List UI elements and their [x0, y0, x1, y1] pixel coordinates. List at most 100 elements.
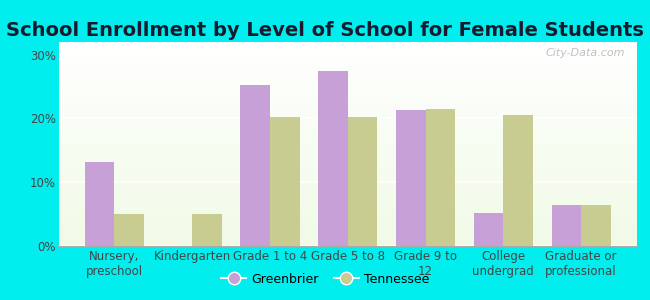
- Bar: [58, 164, 637, 166]
- Bar: [58, 73, 637, 75]
- Bar: [58, 230, 637, 232]
- Bar: [58, 85, 637, 87]
- Bar: [58, 244, 637, 246]
- Bar: [58, 215, 637, 217]
- Bar: [581, 205, 611, 246]
- Bar: [552, 205, 581, 246]
- Bar: [58, 183, 637, 185]
- Bar: [58, 128, 637, 130]
- Bar: [58, 181, 637, 183]
- Bar: [58, 175, 637, 177]
- Bar: [58, 201, 637, 203]
- Bar: [58, 162, 637, 164]
- Bar: [58, 48, 637, 50]
- Bar: [58, 187, 637, 189]
- Bar: [58, 126, 637, 128]
- Text: School Enrollment by Level of School for Female Students: School Enrollment by Level of School for…: [6, 21, 644, 40]
- Bar: [58, 81, 637, 83]
- Bar: [58, 136, 637, 138]
- Bar: [58, 132, 637, 134]
- Bar: [58, 83, 637, 85]
- Bar: [58, 119, 637, 122]
- Bar: [58, 79, 637, 81]
- Bar: [58, 118, 637, 119]
- Bar: [58, 134, 637, 136]
- Bar: [474, 213, 503, 246]
- Bar: [58, 54, 637, 56]
- Bar: [58, 52, 637, 54]
- Bar: [58, 99, 637, 101]
- Legend: Greenbrier, Tennessee: Greenbrier, Tennessee: [216, 268, 434, 291]
- Bar: [58, 152, 637, 154]
- Bar: [58, 113, 637, 116]
- Bar: [58, 220, 637, 221]
- Text: City-Data.com: City-Data.com: [546, 48, 625, 58]
- Bar: [58, 130, 637, 132]
- Bar: [58, 91, 637, 93]
- Bar: [58, 224, 637, 226]
- Bar: [58, 124, 637, 126]
- Bar: [58, 95, 637, 97]
- Bar: [58, 167, 637, 169]
- Bar: [58, 46, 637, 48]
- Bar: [58, 68, 637, 70]
- Bar: [58, 169, 637, 170]
- Bar: [84, 162, 114, 246]
- Bar: [58, 148, 637, 150]
- Bar: [58, 144, 637, 146]
- Bar: [58, 156, 637, 158]
- Bar: [58, 228, 637, 230]
- Bar: [58, 140, 637, 142]
- Bar: [426, 109, 455, 246]
- Bar: [58, 70, 637, 73]
- Bar: [58, 146, 637, 148]
- Bar: [58, 172, 637, 175]
- Bar: [58, 116, 637, 118]
- Bar: [58, 111, 637, 113]
- Bar: [58, 89, 637, 91]
- Bar: [58, 234, 637, 236]
- Bar: [240, 85, 270, 246]
- Bar: [58, 218, 637, 220]
- Bar: [58, 170, 637, 172]
- Bar: [58, 93, 637, 95]
- Bar: [58, 193, 637, 195]
- Bar: [58, 197, 637, 199]
- Bar: [58, 67, 637, 68]
- Bar: [58, 64, 637, 67]
- Bar: [58, 75, 637, 77]
- Bar: [58, 179, 637, 181]
- Bar: [58, 209, 637, 211]
- Bar: [58, 226, 637, 228]
- Bar: [58, 107, 637, 109]
- Bar: [58, 160, 637, 162]
- Bar: [58, 50, 637, 52]
- Bar: [58, 213, 637, 215]
- Bar: [58, 150, 637, 152]
- Bar: [318, 71, 348, 246]
- Bar: [58, 122, 637, 124]
- Bar: [58, 101, 637, 103]
- Bar: [58, 56, 637, 58]
- Bar: [58, 97, 637, 99]
- Bar: [58, 105, 637, 107]
- Bar: [58, 195, 637, 197]
- Bar: [58, 242, 637, 244]
- Bar: [58, 185, 637, 187]
- Bar: [58, 240, 637, 242]
- Bar: [58, 221, 637, 224]
- Bar: [58, 236, 637, 238]
- Bar: [192, 214, 222, 246]
- Bar: [58, 203, 637, 205]
- Bar: [58, 142, 637, 144]
- Bar: [58, 238, 637, 240]
- Bar: [58, 58, 637, 60]
- Bar: [58, 191, 637, 193]
- Bar: [58, 103, 637, 105]
- Bar: [58, 211, 637, 213]
- Bar: [58, 158, 637, 160]
- Bar: [58, 42, 637, 44]
- Bar: [58, 44, 637, 46]
- Bar: [58, 109, 637, 111]
- Bar: [58, 189, 637, 191]
